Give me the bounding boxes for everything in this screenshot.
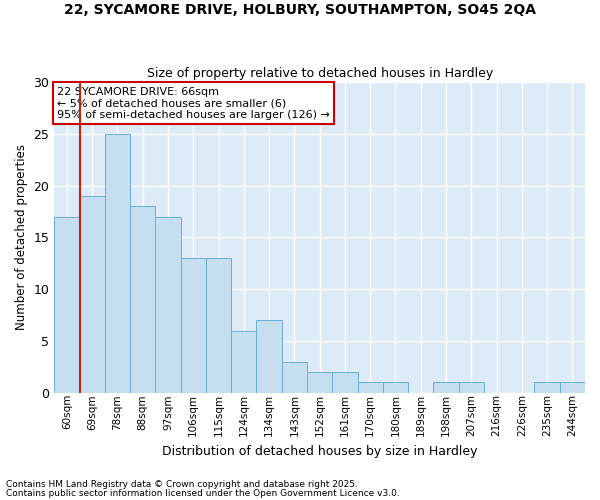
Bar	[256, 320, 282, 392]
Bar	[206, 258, 231, 392]
Bar	[560, 382, 585, 392]
Bar	[181, 258, 206, 392]
Bar	[130, 206, 155, 392]
Bar	[433, 382, 458, 392]
Bar	[307, 372, 332, 392]
Bar	[383, 382, 408, 392]
Bar	[282, 362, 307, 392]
Bar	[80, 196, 105, 392]
Bar	[231, 330, 256, 392]
Bar	[535, 382, 560, 392]
Y-axis label: Number of detached properties: Number of detached properties	[15, 144, 28, 330]
Bar	[54, 216, 80, 392]
Text: 22 SYCAMORE DRIVE: 66sqm
← 5% of detached houses are smaller (6)
95% of semi-det: 22 SYCAMORE DRIVE: 66sqm ← 5% of detache…	[57, 86, 330, 120]
Bar	[105, 134, 130, 392]
Bar	[358, 382, 383, 392]
Title: Size of property relative to detached houses in Hardley: Size of property relative to detached ho…	[146, 66, 493, 80]
Bar	[458, 382, 484, 392]
Text: Contains HM Land Registry data © Crown copyright and database right 2025.: Contains HM Land Registry data © Crown c…	[6, 480, 358, 489]
Bar	[155, 216, 181, 392]
X-axis label: Distribution of detached houses by size in Hardley: Distribution of detached houses by size …	[162, 444, 478, 458]
Text: Contains public sector information licensed under the Open Government Licence v3: Contains public sector information licen…	[6, 488, 400, 498]
Text: 22, SYCAMORE DRIVE, HOLBURY, SOUTHAMPTON, SO45 2QA: 22, SYCAMORE DRIVE, HOLBURY, SOUTHAMPTON…	[64, 2, 536, 16]
Bar	[332, 372, 358, 392]
